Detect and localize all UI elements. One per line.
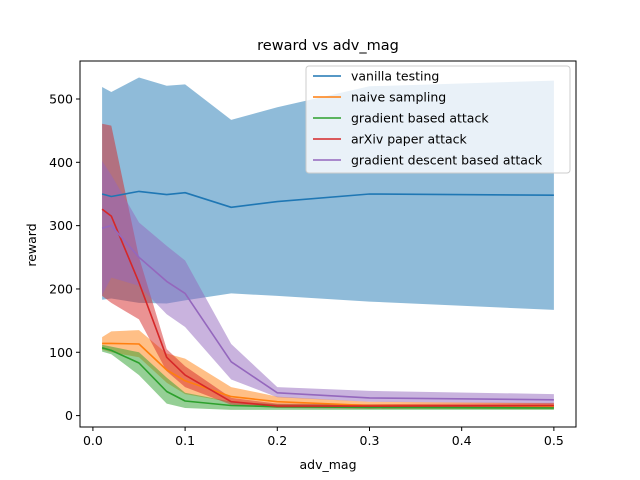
x-tick-label: 0.5 (544, 433, 564, 448)
legend-label: gradient descent based attack (351, 153, 543, 168)
y-tick-label: 100 (49, 345, 73, 360)
y-axis-label: reward (24, 223, 39, 266)
band-series-5 (102, 161, 554, 404)
y-tick-label: 300 (49, 218, 73, 233)
x-axis-label: adv_mag (299, 457, 356, 472)
x-axis-ticks: 0.0 0.1 0.2 0.3 0.4 0.5 (83, 427, 564, 448)
x-tick-label: 0.4 (452, 433, 472, 448)
x-tick-label: 0.3 (360, 433, 380, 448)
series-lines (101, 190, 554, 409)
line-series-4 (101, 208, 554, 407)
y-tick-label: 400 (49, 155, 73, 170)
x-tick-label: 0.2 (267, 433, 287, 448)
legend-label: gradient based attack (351, 111, 489, 126)
chart-title: reward vs adv_mag (257, 38, 399, 54)
line-series-1 (101, 190, 554, 209)
legend-label: naive sampling (351, 90, 446, 105)
x-tick-label: 0.1 (175, 433, 195, 448)
y-tick-label: 200 (49, 281, 73, 296)
x-tick-label: 0.0 (83, 433, 103, 448)
line-series-2 (102, 342, 554, 407)
legend: vanilla testing naive sampling gradient ba… (305, 65, 571, 174)
y-tick-label: 0 (65, 408, 73, 423)
line-series-5 (101, 224, 554, 401)
y-axis-ticks: 0 100 200 300 400 500 (49, 91, 80, 423)
legend-label: arXiv paper attack (351, 132, 468, 147)
line-series-3 (101, 347, 554, 409)
legend-box (305, 65, 571, 174)
plot-frame (79, 60, 577, 428)
y-tick-label: 500 (49, 91, 73, 106)
legend-label: vanilla testing (351, 69, 439, 84)
